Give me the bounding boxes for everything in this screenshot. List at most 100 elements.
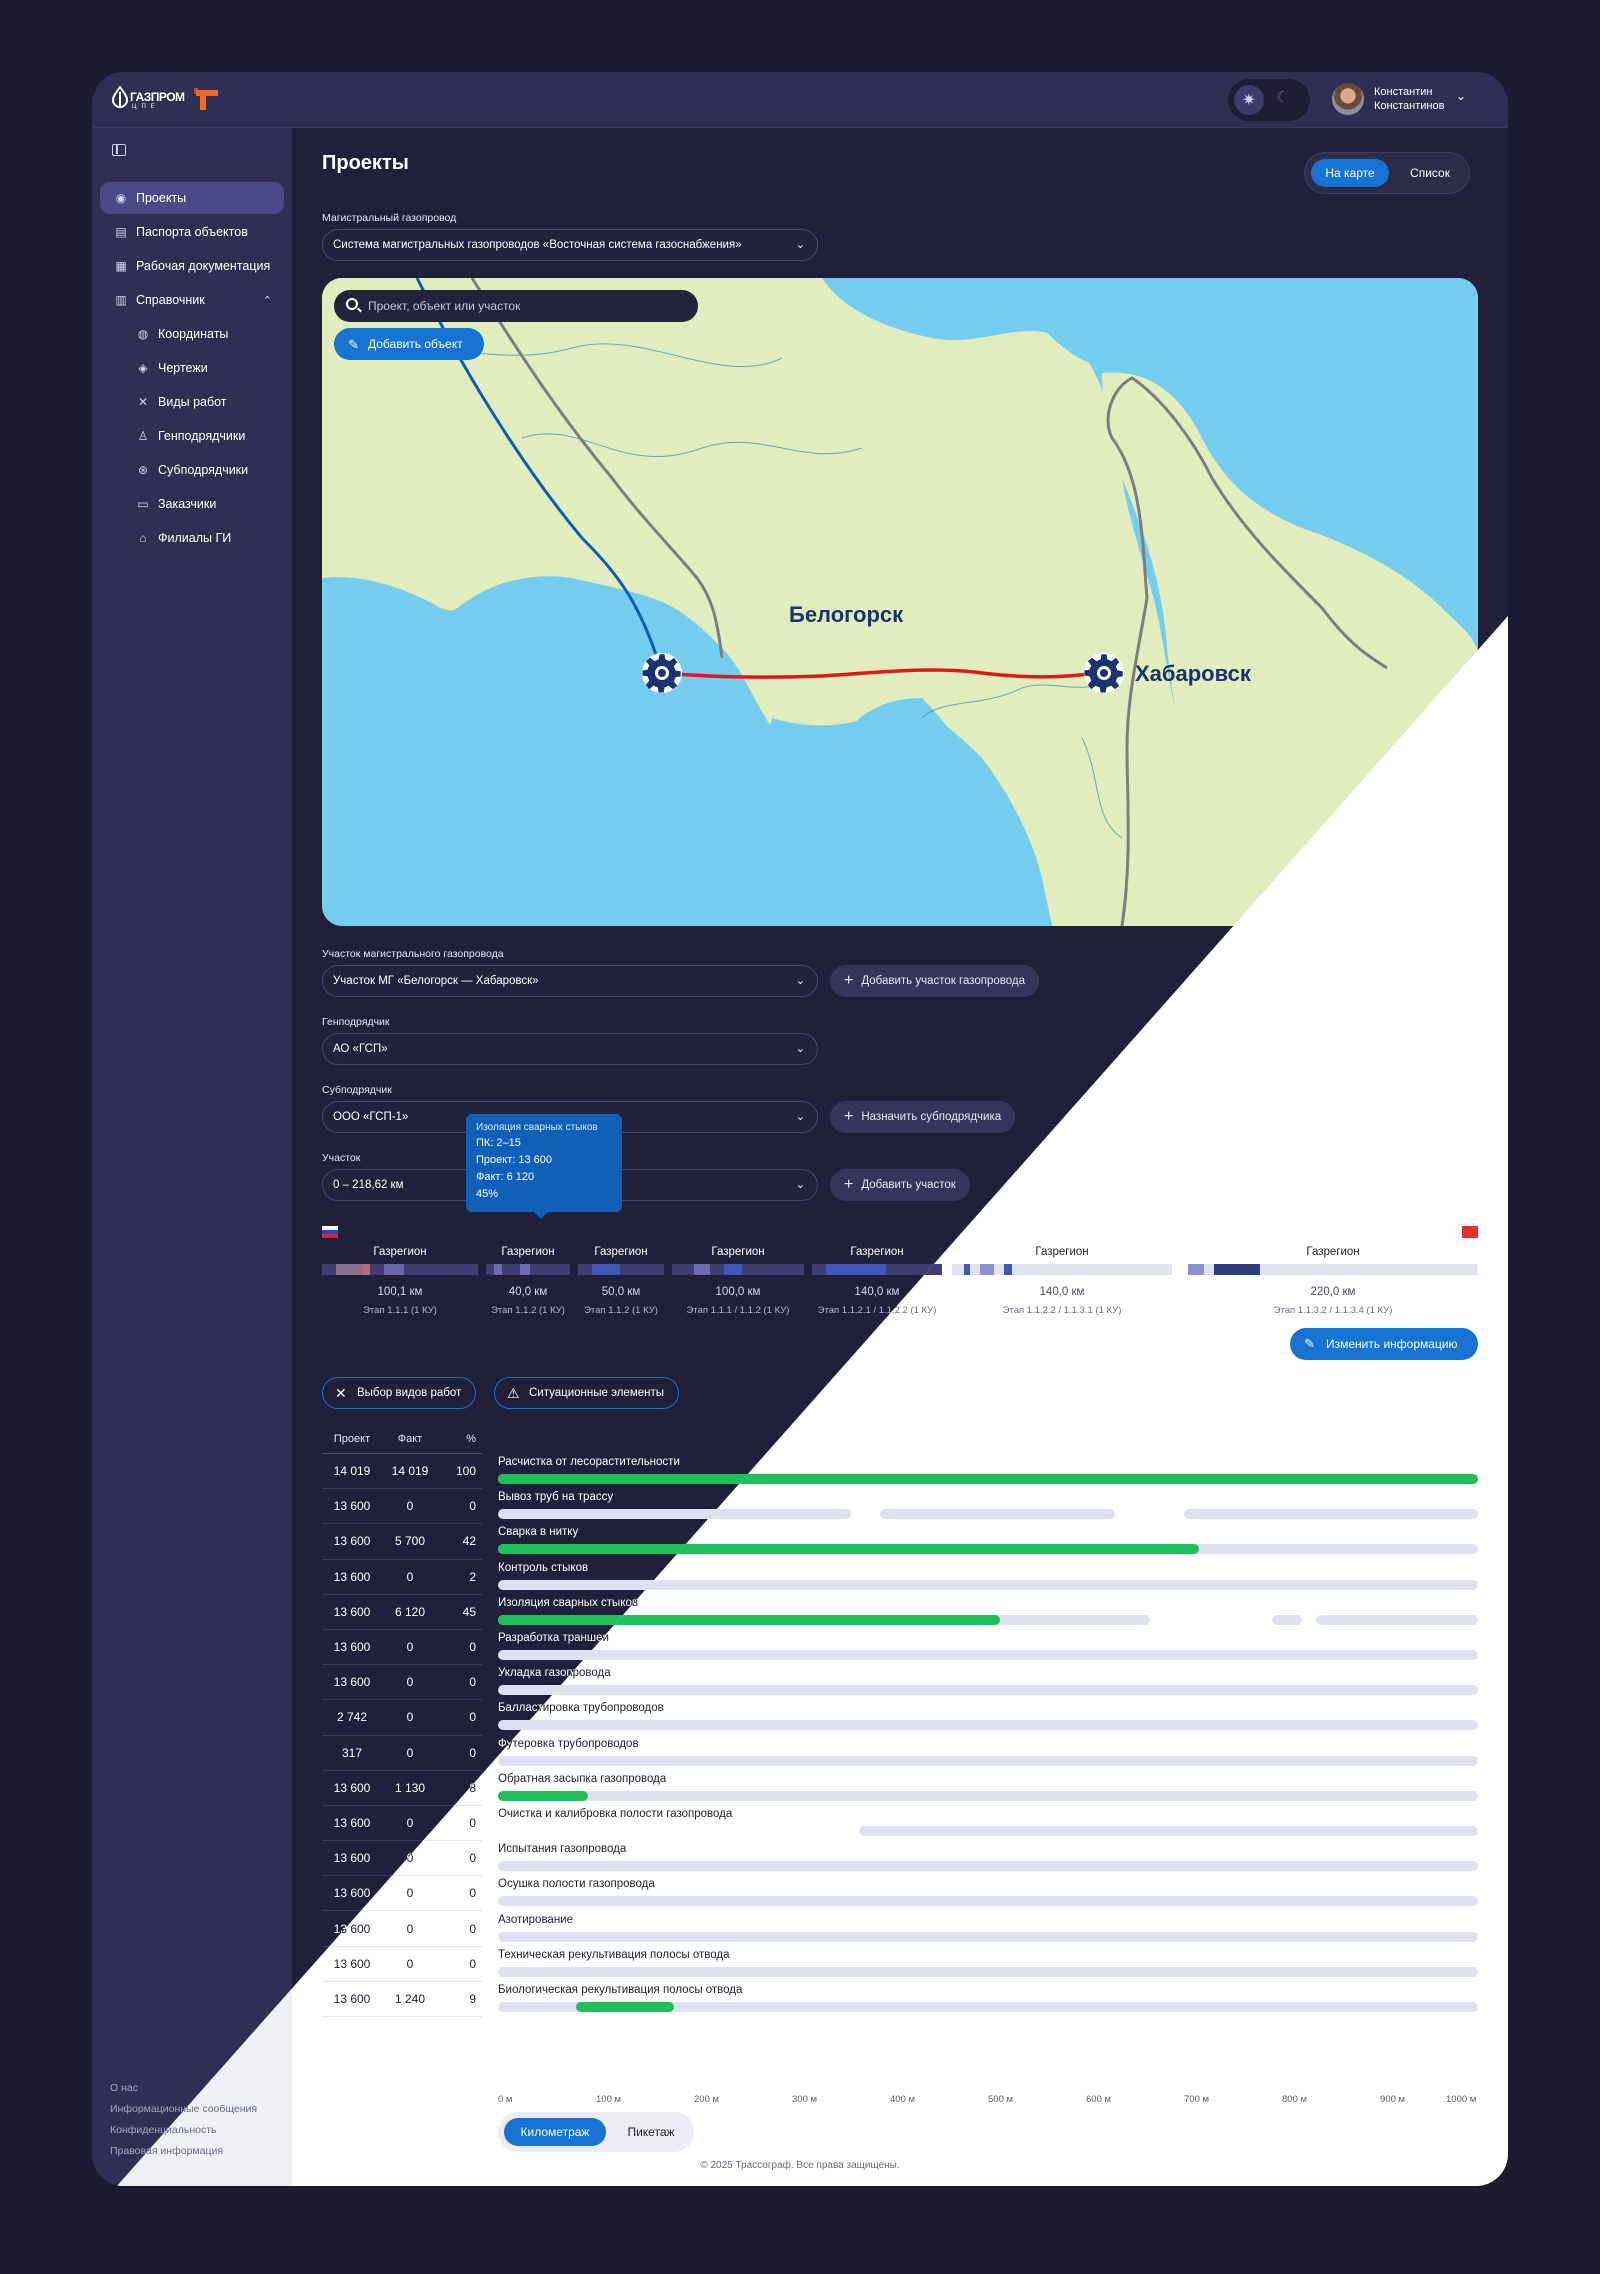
segment-bar[interactable] — [964, 1264, 970, 1275]
table-row[interactable]: 13 600 0 0 — [322, 1665, 482, 1701]
moon-icon[interactable]: ☾ — [1276, 89, 1290, 106]
footer-link-about[interactable]: О нас — [110, 2082, 138, 2094]
pipeline-select[interactable]: Система магистральных газопроводов «Вост… — [322, 229, 818, 261]
tab-kilometrage[interactable]: Километраж — [504, 2118, 606, 2146]
gantt-row[interactable]: Балластировка трубопроводов — [498, 1700, 1478, 1735]
gantt-track[interactable] — [858, 1826, 1478, 1836]
sidebar-toggle-icon[interactable] — [112, 144, 126, 156]
table-row[interactable]: 2 742 0 0 — [322, 1700, 482, 1736]
sidebar-item-passports[interactable]: ▤ Паспорта объектов — [100, 216, 284, 248]
gantt-track[interactable] — [1272, 1614, 1302, 1625]
table-row[interactable]: 13 600 0 0 — [322, 1489, 482, 1525]
table-row[interactable]: 13 600 1 240 9 — [322, 1982, 482, 2017]
theme-switch[interactable]: ✷ ☾ — [1228, 79, 1310, 121]
gantt-progress-fill[interactable] — [576, 2002, 675, 2012]
segment-bar[interactable] — [336, 1264, 362, 1275]
sidebar-item-reference[interactable]: ▥ Справочник ⌃ — [100, 284, 284, 316]
table-row[interactable]: 13 600 0 0 — [322, 1947, 482, 1982]
segment-bar[interactable] — [1188, 1264, 1204, 1275]
table-row[interactable]: 13 600 0 0 — [322, 1630, 482, 1666]
footer-link-messages[interactable]: Информационные сообщения — [110, 2103, 258, 2115]
segment-bar[interactable] — [724, 1264, 742, 1275]
tab-picket[interactable]: Пикетаж — [627, 2125, 675, 2139]
sidebar-item-drawings[interactable]: ◈ Чертежи — [100, 352, 284, 384]
sidebar-item-branches[interactable]: ⌂ Филиалы ГИ — [100, 522, 284, 554]
segment-bar[interactable] — [1004, 1264, 1012, 1275]
footer-link-legal[interactable]: Правовая информация — [110, 2145, 224, 2157]
add-object-button[interactable]: ✎ Добавить объект — [334, 328, 484, 360]
gantt-track[interactable] — [1184, 1509, 1478, 1520]
footer-link-privacy[interactable]: Конфиденциальность — [110, 2124, 217, 2136]
map-canvas[interactable]: Белогорск Хабаровск — [322, 278, 1478, 926]
gantt-progress-fill[interactable] — [498, 1544, 1199, 1555]
edit-info-button[interactable]: ✎ Изменить информацию — [1290, 1328, 1478, 1360]
sidebar-item-projects[interactable]: ◉ Проекты — [100, 182, 284, 214]
gantt-row[interactable]: Испытания газопровода — [498, 1841, 1478, 1876]
table-row[interactable]: 13 600 1 130 8 — [322, 1771, 482, 1806]
gantt-row[interactable]: Техническая рекультивация полосы отвода — [498, 1947, 1478, 1982]
gantt-row[interactable]: Контроль стыков — [498, 1560, 1478, 1595]
gantt-track[interactable] — [498, 1650, 1478, 1660]
segment-bar[interactable] — [592, 1264, 620, 1275]
chevron-down-icon[interactable]: ⌄ — [1456, 89, 1467, 103]
table-row[interactable]: 13 600 0 2 — [322, 1560, 482, 1595]
gantt-row[interactable]: Разработка траншеи — [498, 1630, 1478, 1665]
chevron-up-icon[interactable]: ⌃ — [262, 294, 272, 307]
gen-contractor-select[interactable]: АО «ГСП» ⌄ — [322, 1033, 818, 1065]
segment-bar[interactable] — [578, 1264, 664, 1275]
gantt-track[interactable] — [1316, 1614, 1478, 1625]
segment-bar[interactable] — [362, 1264, 370, 1275]
segment-bar[interactable] — [494, 1264, 502, 1275]
gantt-track[interactable] — [498, 1896, 1478, 1907]
add-section-button[interactable]: + Добавить участок газопровода — [830, 965, 1040, 997]
segment-bar[interactable] — [1214, 1264, 1260, 1275]
gantt-row[interactable]: Обратная засыпка газопровода — [498, 1771, 1478, 1806]
gantt-progress-fill[interactable] — [498, 1790, 589, 1801]
gantt-row[interactable]: Сварка в нитку — [498, 1524, 1478, 1559]
gantt-track[interactable] — [498, 1861, 1478, 1872]
gantt-row[interactable]: Биологическая рекультивация полосы отвод… — [498, 1982, 1478, 2017]
sidebar-item-work-types[interactable]: ✕ Виды работ — [100, 386, 284, 418]
sidebar-item-subcontractors[interactable]: ⊛ Субподрядчики — [100, 454, 284, 486]
table-row[interactable]: 13 600 0 0 — [322, 1911, 482, 1947]
sidebar-item-contractors[interactable]: ♙ Генподрядчики — [100, 420, 284, 452]
table-row[interactable]: 13 600 0 0 — [322, 1876, 482, 1912]
segment-bar[interactable] — [384, 1264, 404, 1275]
gantt-track[interactable] — [498, 1966, 1478, 1977]
table-row[interactable]: 13 600 5 700 42 — [322, 1524, 482, 1560]
gantt-row[interactable]: Осушка полости газопровода — [498, 1876, 1478, 1911]
sun-icon[interactable]: ✷ — [1234, 85, 1264, 115]
table-row[interactable]: 14 019 14 019 100 — [322, 1454, 482, 1490]
sidebar-item-coordinates[interactable]: ◍ Координаты — [100, 318, 284, 350]
gantt-track[interactable] — [498, 1931, 1478, 1942]
gantt-track[interactable] — [498, 1685, 1478, 1696]
segment-bar[interactable] — [826, 1264, 886, 1275]
gantt-row[interactable]: Очистка и калибровка полости газопровода — [498, 1806, 1478, 1841]
gantt-row[interactable]: Вывоз труб на трассу — [498, 1489, 1478, 1524]
gantt-row[interactable]: Изоляция сварных стыков — [498, 1595, 1478, 1630]
table-row[interactable]: 13 600 0 0 — [322, 1841, 482, 1877]
gantt-row[interactable]: Азотирование — [498, 1912, 1478, 1947]
gantt-row[interactable]: Расчистка от лесорастительности — [498, 1454, 1478, 1489]
gantt-progress-fill[interactable] — [498, 1614, 1000, 1625]
gantt-row[interactable]: Укладка газопровода — [498, 1665, 1478, 1700]
gantt-track[interactable] — [498, 1579, 1478, 1590]
table-row[interactable]: 317 0 0 — [322, 1736, 482, 1771]
table-row[interactable]: 13 600 0 0 — [322, 1806, 482, 1842]
user-name[interactable]: Константин Константинов — [1374, 85, 1444, 113]
gantt-row[interactable]: Футеровка трубопроводов — [498, 1736, 1478, 1771]
map-search-input[interactable]: Проект, объект или участок — [334, 290, 698, 322]
segment-bar[interactable] — [520, 1264, 530, 1275]
tab-map[interactable]: На карте — [1311, 159, 1389, 187]
assign-subcontractor-button[interactable]: + Назначить субподрядчика — [830, 1101, 1016, 1133]
section-select[interactable]: Участок МГ «Белогорск — Хабаровск» ⌄ — [322, 965, 818, 997]
gantt-track[interactable] — [498, 1790, 1478, 1801]
avatar[interactable] — [1332, 83, 1364, 115]
gantt-track[interactable] — [880, 1509, 1116, 1520]
situational-button[interactable]: ⚠ Ситуационные элементы — [494, 1377, 680, 1409]
sidebar-item-customers[interactable]: ▭ Заказчики — [100, 488, 284, 520]
gantt-track[interactable] — [498, 1720, 1478, 1731]
gantt-track[interactable] — [498, 1509, 851, 1520]
add-plot-button[interactable]: + Добавить участок — [830, 1169, 970, 1201]
tab-list[interactable]: Список — [1410, 166, 1450, 180]
